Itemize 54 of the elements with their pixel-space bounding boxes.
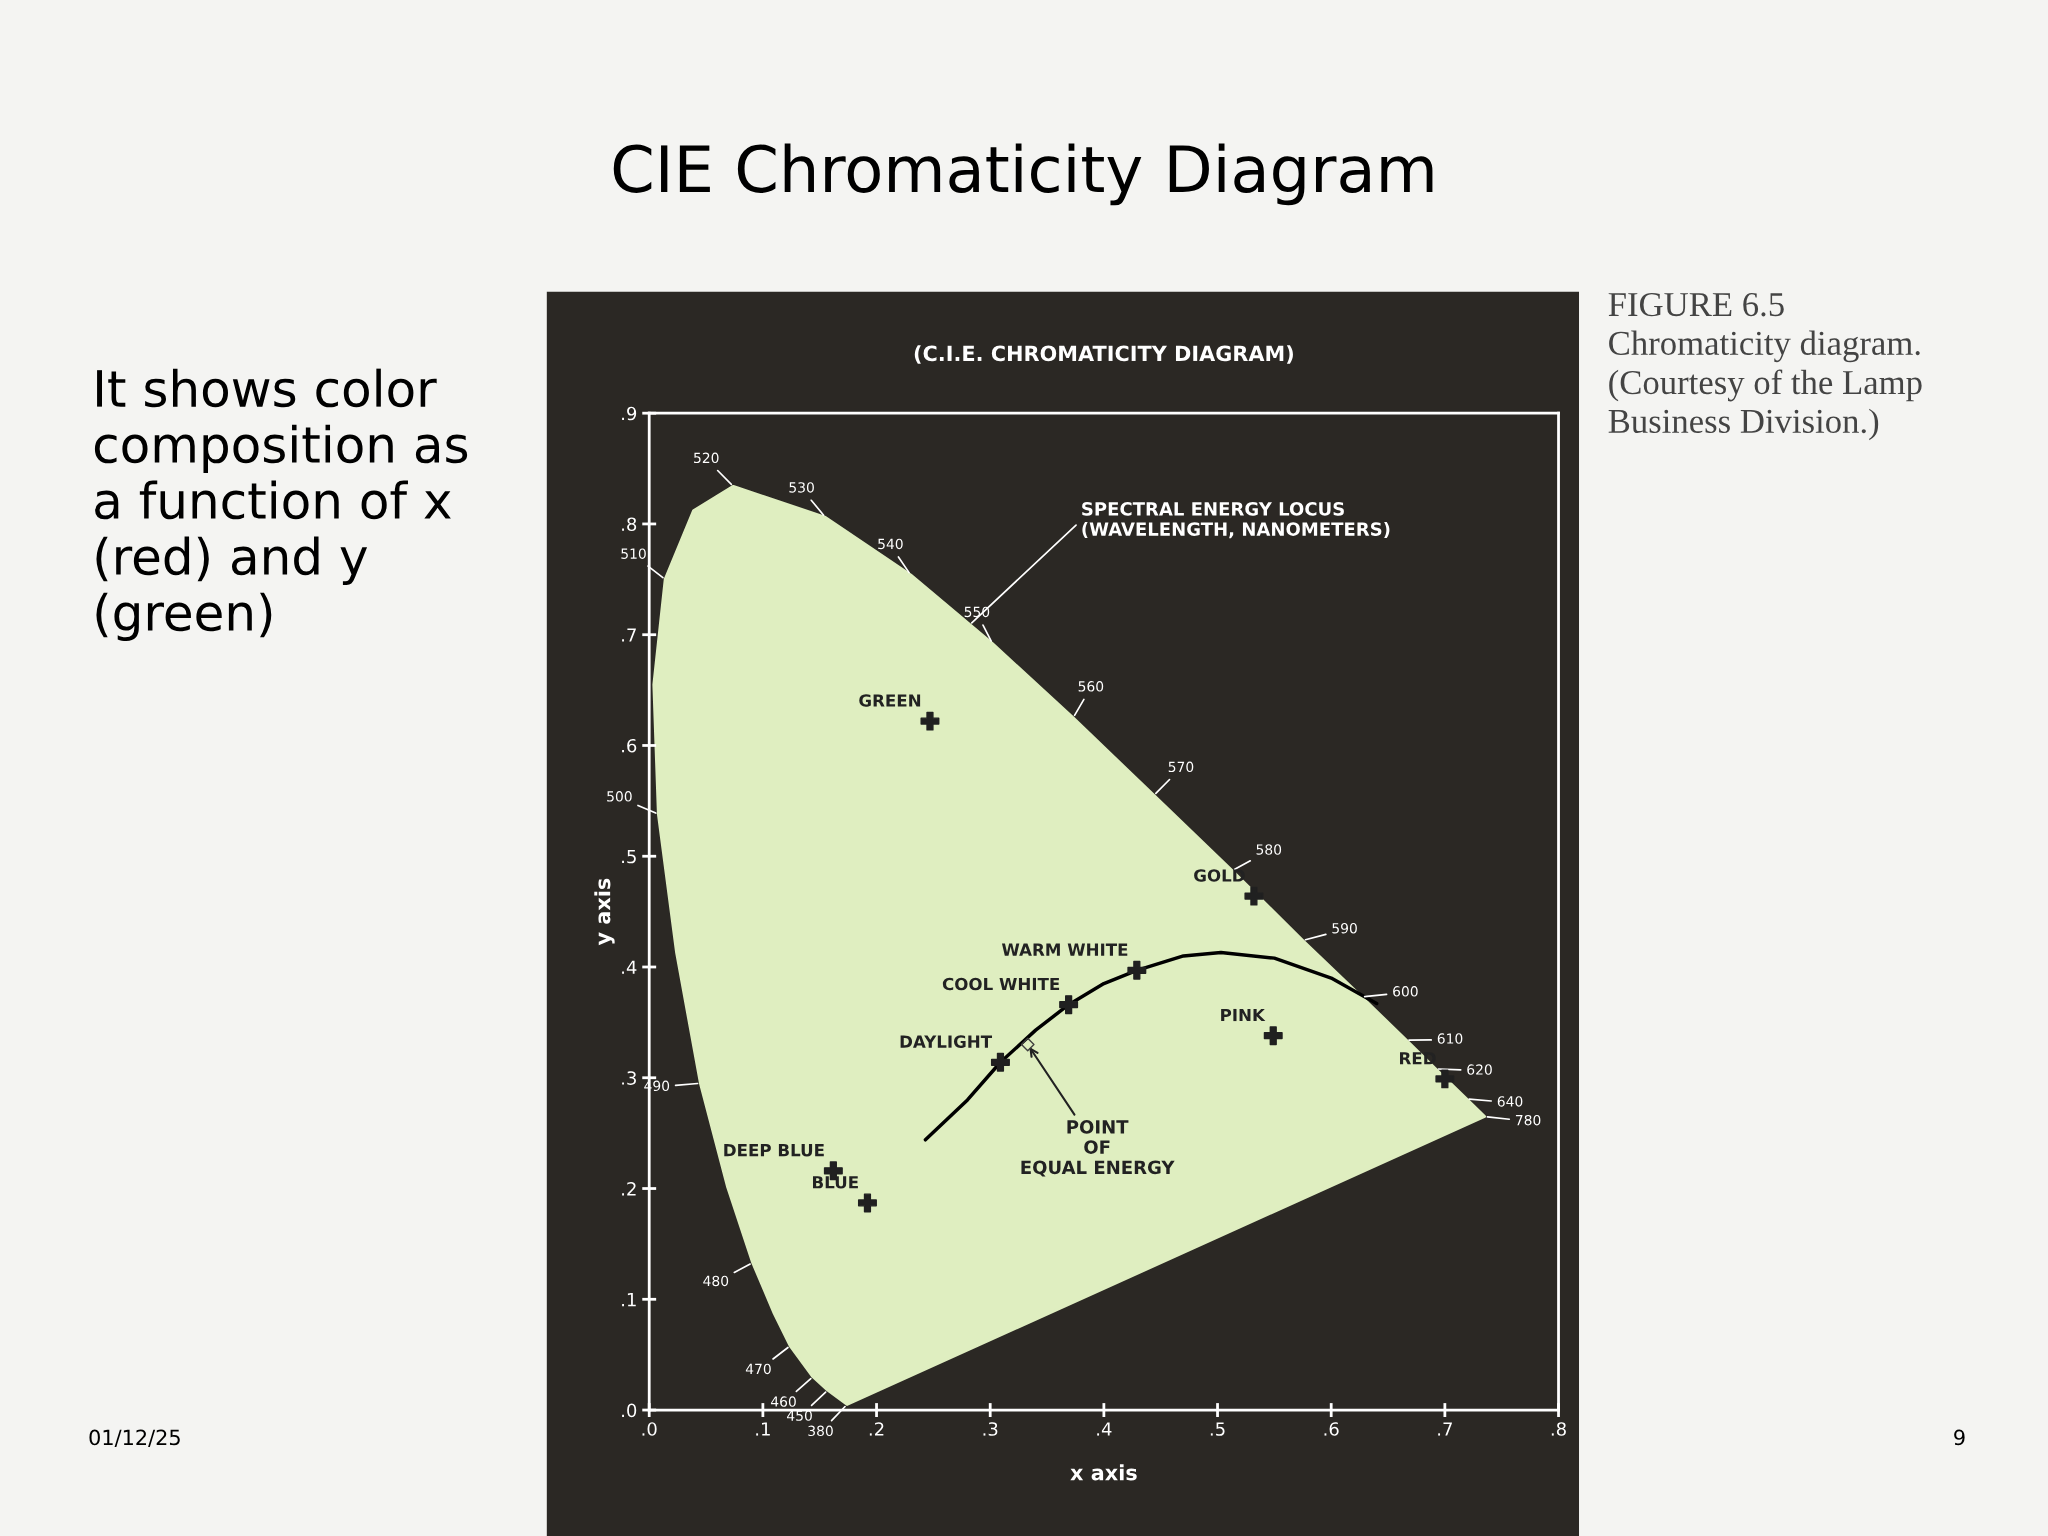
annotation: 510 (621, 548, 646, 559)
chart-subtitle: (C.I.E. CHROMATICITY DIAGRAM) (914, 345, 1293, 364)
x-tick-label: .4 (1097, 1422, 1112, 1436)
text: 01/12/25 (89, 1429, 180, 1447)
annotation: 540 (878, 538, 903, 550)
x-tick-label: .7 (1438, 1422, 1452, 1436)
x-tick-label: .8 (1551, 1422, 1566, 1436)
annotation: 570 (1168, 761, 1194, 773)
annotation: 640 (1497, 1096, 1523, 1107)
caption: FIGURE 6.5 Chromaticity diagram. (Courtesy of the Lamp Business Division.) (1608, 292, 1922, 441)
y-tick-label: .7 (622, 628, 636, 642)
y-tick-label: .0 (622, 1403, 637, 1418)
x-tick-label: .3 (983, 1422, 998, 1436)
annotation: 610 (1437, 1033, 1463, 1044)
text: It shows color composition as a function of x (red) and y (green) (94, 368, 468, 641)
y-tick-label: .8 (622, 517, 637, 532)
annotation: WARM WHITE (1001, 943, 1128, 956)
annotation: 780 (1515, 1114, 1541, 1126)
x-tick-label: .2 (869, 1422, 884, 1436)
annotation: 580 (1256, 844, 1282, 855)
x-tick-label: .1 (756, 1422, 770, 1436)
y-tick-label: .6 (622, 738, 637, 753)
x-tick-label: .5 (1210, 1422, 1225, 1436)
annotation: 380 (808, 1425, 833, 1437)
annotation: COOL WHITE (942, 977, 1060, 991)
annotation: 460 (770, 1396, 796, 1407)
y-tick-label: .1 (622, 1292, 636, 1307)
x-tick-label: .0 (642, 1422, 657, 1436)
y-tick-label: .9 (622, 406, 637, 421)
y-tick-label: .3 (622, 1071, 636, 1085)
annotation: BLUE (813, 1176, 858, 1189)
annotation: 470 (745, 1363, 771, 1375)
text: 9 (1954, 1429, 1965, 1446)
x-tick-label: .6 (1324, 1422, 1339, 1436)
x-axis-title: x axis (1070, 1464, 1137, 1481)
y-tick-label: .5 (622, 849, 636, 864)
annotation: 560 (1078, 681, 1104, 692)
annotation: 620 (1467, 1064, 1492, 1075)
y-axis-title: y axis (594, 878, 615, 946)
annotation: 520 (694, 452, 719, 464)
annotation: 590 (1332, 922, 1357, 934)
annotation: DEEP BLUE (724, 1144, 824, 1157)
y-tick-label: .2 (622, 1181, 636, 1196)
annotation: DAYLIGHT (900, 1035, 993, 1048)
annotation: 480 (703, 1275, 729, 1287)
annotation: SPECTRAL ENERGY LOCUS (WAVELENGTH, NANOMETERS) (1082, 502, 1390, 539)
annotation: 600 (1393, 986, 1418, 997)
annotation: GREEN (859, 694, 921, 707)
annotation: POINT OF EQUAL ENERGY (1021, 1120, 1175, 1177)
y-tick-label: .4 (622, 960, 637, 974)
chart-title: CIE Chromaticity Diagram (613, 143, 1433, 206)
annotation: 500 (607, 791, 632, 802)
annotation: PINK (1221, 1008, 1266, 1022)
annotation: 530 (789, 482, 814, 493)
